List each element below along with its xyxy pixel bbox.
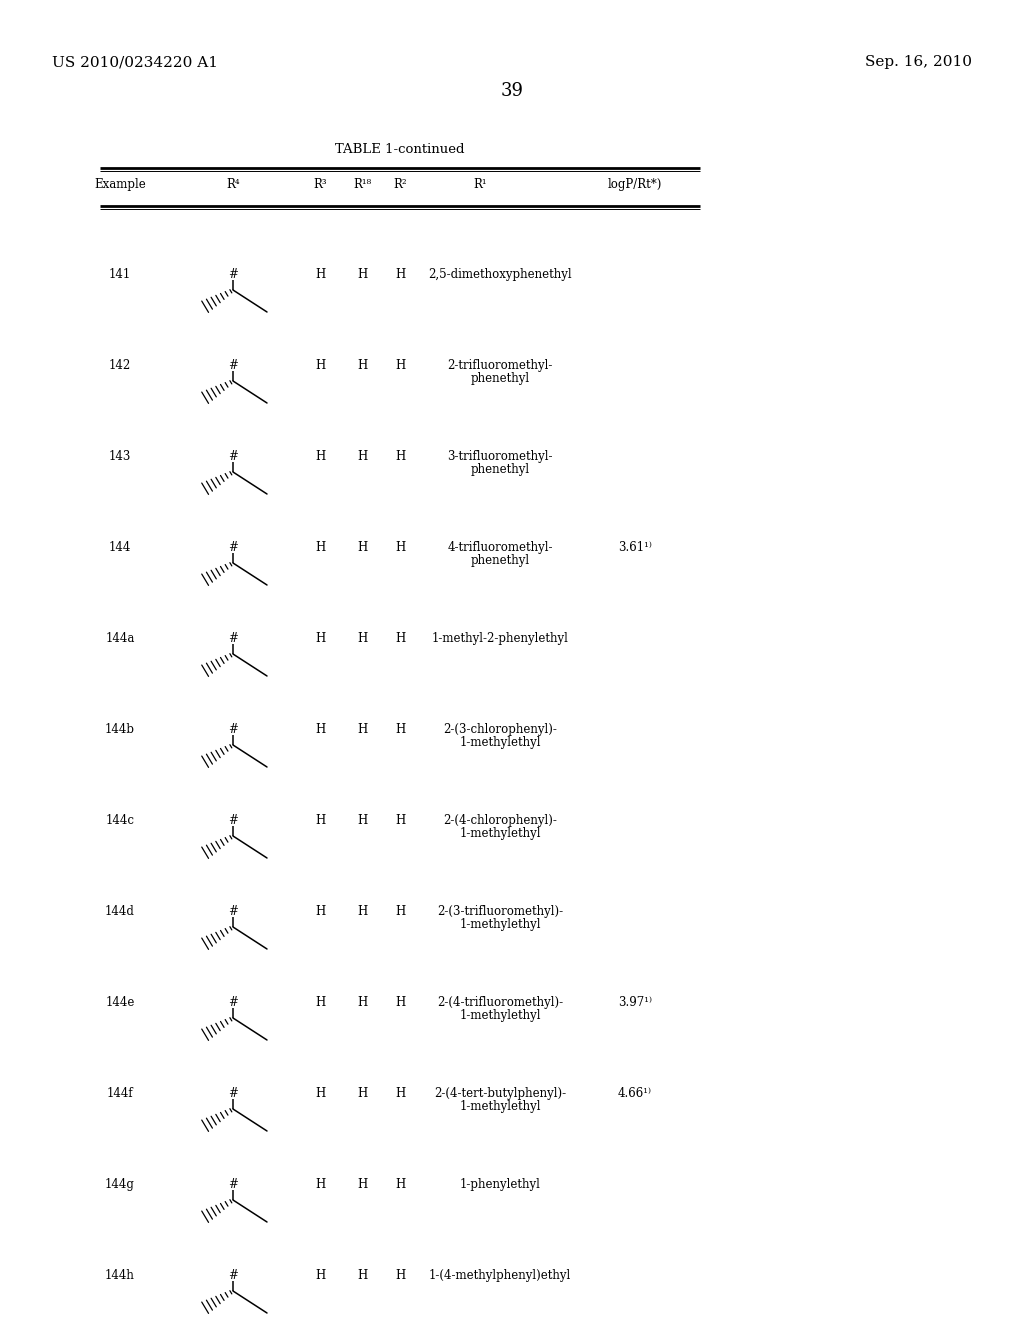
Text: US 2010/0234220 A1: US 2010/0234220 A1	[52, 55, 218, 69]
Text: #: #	[228, 632, 238, 645]
Text: Example: Example	[94, 178, 145, 191]
Text: H: H	[395, 1177, 406, 1191]
Text: H: H	[395, 359, 406, 372]
Text: H: H	[314, 723, 326, 737]
Text: H: H	[314, 1086, 326, 1100]
Text: H: H	[314, 359, 326, 372]
Text: #: #	[228, 814, 238, 828]
Text: 144b: 144b	[105, 723, 135, 737]
Text: 1-methylethyl: 1-methylethyl	[459, 828, 541, 840]
Text: H: H	[357, 450, 368, 463]
Text: 2-(4-tert-butylphenyl)-: 2-(4-tert-butylphenyl)-	[434, 1086, 566, 1100]
Text: H: H	[357, 1269, 368, 1282]
Text: phenethyl: phenethyl	[470, 554, 529, 568]
Text: 39: 39	[501, 82, 523, 100]
Text: H: H	[357, 1177, 368, 1191]
Text: R¹: R¹	[473, 178, 486, 191]
Text: 3.61¹⁾: 3.61¹⁾	[618, 541, 652, 554]
Text: H: H	[395, 723, 406, 737]
Text: H: H	[314, 450, 326, 463]
Text: 142: 142	[109, 359, 131, 372]
Text: R¹⁸: R¹⁸	[353, 178, 371, 191]
Text: 3-trifluoromethyl-: 3-trifluoromethyl-	[447, 450, 553, 463]
Text: 144d: 144d	[105, 906, 135, 917]
Text: H: H	[314, 1177, 326, 1191]
Text: #: #	[228, 906, 238, 917]
Text: H: H	[314, 268, 326, 281]
Text: #: #	[228, 1269, 238, 1282]
Text: #: #	[228, 359, 238, 372]
Text: H: H	[395, 268, 406, 281]
Text: 144f: 144f	[106, 1086, 133, 1100]
Text: H: H	[357, 997, 368, 1008]
Text: 143: 143	[109, 450, 131, 463]
Text: 144a: 144a	[105, 632, 135, 645]
Text: R⁴: R⁴	[226, 178, 240, 191]
Text: #: #	[228, 1086, 238, 1100]
Text: 1-methylethyl: 1-methylethyl	[459, 1008, 541, 1022]
Text: H: H	[314, 906, 326, 917]
Text: 144g: 144g	[105, 1177, 135, 1191]
Text: H: H	[395, 1086, 406, 1100]
Text: 3.97¹⁾: 3.97¹⁾	[618, 997, 652, 1008]
Text: H: H	[314, 1269, 326, 1282]
Text: #: #	[228, 541, 238, 554]
Text: H: H	[395, 1269, 406, 1282]
Text: 4.66¹⁾: 4.66¹⁾	[618, 1086, 652, 1100]
Text: H: H	[357, 541, 368, 554]
Text: H: H	[395, 450, 406, 463]
Text: H: H	[357, 906, 368, 917]
Text: 1-methylethyl: 1-methylethyl	[459, 1100, 541, 1113]
Text: 2-(4-chlorophenyl)-: 2-(4-chlorophenyl)-	[443, 814, 557, 828]
Text: H: H	[395, 632, 406, 645]
Text: 2,5-dimethoxyphenethyl: 2,5-dimethoxyphenethyl	[428, 268, 571, 281]
Text: logP/Rt*): logP/Rt*)	[608, 178, 663, 191]
Text: Sep. 16, 2010: Sep. 16, 2010	[865, 55, 972, 69]
Text: H: H	[357, 814, 368, 828]
Text: phenethyl: phenethyl	[470, 372, 529, 385]
Text: H: H	[314, 814, 326, 828]
Text: 1-methyl-2-phenylethyl: 1-methyl-2-phenylethyl	[431, 632, 568, 645]
Text: 4-trifluoromethyl-: 4-trifluoromethyl-	[447, 541, 553, 554]
Text: 141: 141	[109, 268, 131, 281]
Text: H: H	[395, 541, 406, 554]
Text: 1-(4-methylphenyl)ethyl: 1-(4-methylphenyl)ethyl	[429, 1269, 571, 1282]
Text: 2-(3-chlorophenyl)-: 2-(3-chlorophenyl)-	[443, 723, 557, 737]
Text: 144h: 144h	[105, 1269, 135, 1282]
Text: H: H	[314, 541, 326, 554]
Text: R²: R²	[393, 178, 407, 191]
Text: #: #	[228, 997, 238, 1008]
Text: H: H	[314, 632, 326, 645]
Text: 2-(4-trifluoromethyl)-: 2-(4-trifluoromethyl)-	[437, 997, 563, 1008]
Text: #: #	[228, 268, 238, 281]
Text: 1-methylethyl: 1-methylethyl	[459, 917, 541, 931]
Text: #: #	[228, 450, 238, 463]
Text: 1-phenylethyl: 1-phenylethyl	[460, 1177, 541, 1191]
Text: H: H	[357, 723, 368, 737]
Text: H: H	[357, 632, 368, 645]
Text: H: H	[357, 268, 368, 281]
Text: 1-methylethyl: 1-methylethyl	[459, 737, 541, 748]
Text: H: H	[314, 997, 326, 1008]
Text: #: #	[228, 1177, 238, 1191]
Text: H: H	[395, 997, 406, 1008]
Text: H: H	[357, 359, 368, 372]
Text: 2-(3-trifluoromethyl)-: 2-(3-trifluoromethyl)-	[437, 906, 563, 917]
Text: 144e: 144e	[105, 997, 135, 1008]
Text: H: H	[357, 1086, 368, 1100]
Text: phenethyl: phenethyl	[470, 463, 529, 477]
Text: #: #	[228, 723, 238, 737]
Text: 2-trifluoromethyl-: 2-trifluoromethyl-	[447, 359, 553, 372]
Text: R³: R³	[313, 178, 327, 191]
Text: TABLE 1-continued: TABLE 1-continued	[335, 143, 465, 156]
Text: 144c: 144c	[105, 814, 134, 828]
Text: H: H	[395, 814, 406, 828]
Text: 144: 144	[109, 541, 131, 554]
Text: H: H	[395, 906, 406, 917]
